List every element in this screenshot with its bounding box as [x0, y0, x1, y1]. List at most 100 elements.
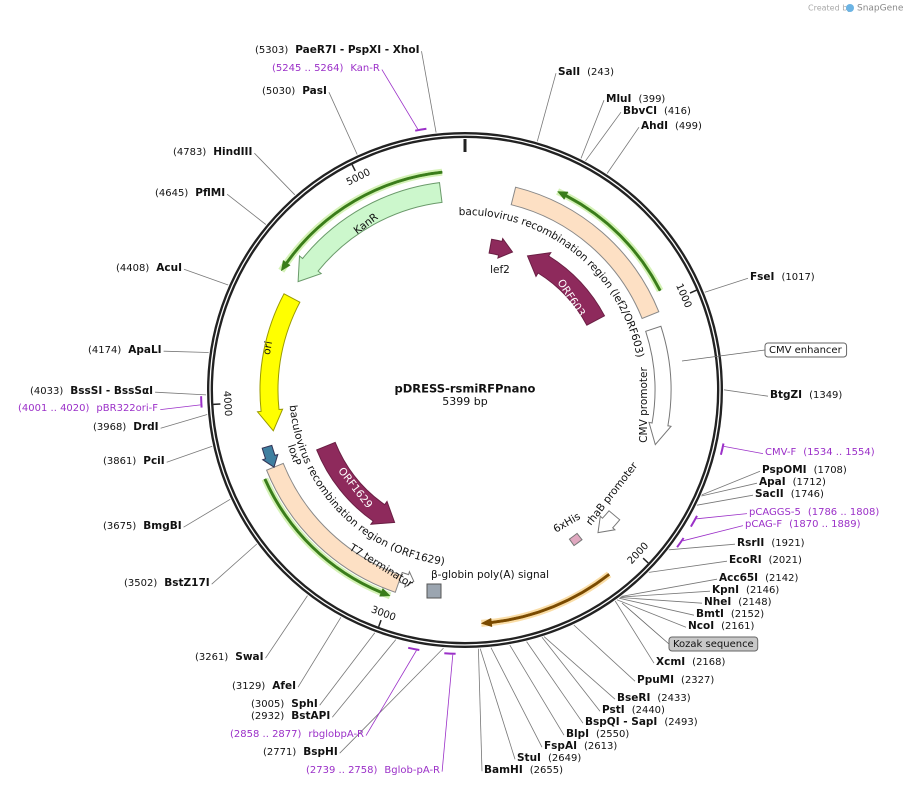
site-label: MluI (399) — [606, 93, 665, 105]
name: SwaI — [235, 651, 263, 663]
name: XcmI — [656, 656, 685, 668]
position: (1349) — [809, 390, 842, 401]
site-label: (3129) AfeI — [232, 680, 296, 692]
site-line — [226, 193, 267, 225]
name: StuI — [517, 752, 541, 764]
primer-mark — [690, 515, 698, 528]
callout-label: Kozak sequence — [673, 639, 754, 650]
primer-line — [381, 69, 419, 130]
site-line — [614, 600, 655, 664]
name: SalI — [558, 66, 580, 78]
position: (4174) — [88, 345, 121, 356]
position: (2655) — [530, 765, 563, 776]
site-label: NheI (2148) — [704, 596, 772, 608]
name: BmtI — [696, 608, 724, 620]
site-line — [620, 590, 711, 598]
position: (1870 .. 1889) — [789, 519, 861, 530]
feature-arrow — [557, 191, 662, 292]
position: (2739 .. 2758) — [306, 765, 378, 776]
feature-label: β-globin poly(A) signal — [431, 569, 549, 581]
site-line — [580, 100, 605, 159]
name: NcoI — [688, 620, 714, 632]
primer-line — [365, 650, 417, 736]
primer-mark — [200, 396, 203, 408]
site-line — [585, 111, 622, 162]
site-label: ApaI (1712) — [759, 476, 826, 488]
feature-label: 6xHis — [551, 511, 582, 536]
name: AhdI — [641, 120, 668, 132]
site-line — [183, 268, 229, 286]
map-name: pDRESS-rsmiRFPnano — [395, 382, 536, 396]
site-label: PpuMI (2327) — [637, 674, 714, 686]
position: (2932) — [251, 711, 284, 722]
site-line — [297, 617, 342, 688]
site-label: (3861) PciI — [103, 455, 165, 467]
position: (416) — [664, 106, 691, 117]
logo — [846, 4, 854, 12]
bac-region-arrow — [265, 462, 402, 593]
site-line — [701, 482, 758, 497]
name: KpnI — [712, 584, 739, 596]
position: (3675) — [103, 521, 136, 532]
primer-mark — [719, 443, 725, 456]
name: rbglobpA-R — [308, 729, 364, 740]
ring-tick — [351, 164, 356, 172]
primer-mark — [415, 127, 427, 132]
name: pBR322ori-F — [96, 403, 158, 414]
ori-arrow — [256, 293, 301, 432]
name: BamHI — [484, 764, 523, 776]
primer-line — [723, 446, 764, 454]
name: BspHI — [303, 746, 337, 758]
name: FspAI — [544, 740, 577, 752]
primer-mark — [407, 646, 420, 651]
name: MluI — [606, 93, 631, 105]
glow — [481, 571, 612, 627]
name: RsrII — [737, 537, 764, 549]
site-line — [421, 51, 437, 133]
site-line — [478, 648, 483, 772]
site-label: StuI (2649) — [517, 752, 581, 764]
site-line — [183, 498, 231, 528]
site-label: SalI (243) — [558, 66, 614, 78]
site-label: (4174) ApaLI — [88, 344, 162, 356]
his-tag — [568, 532, 583, 547]
site-line — [339, 647, 444, 754]
position: (2858 .. 2877) — [230, 729, 302, 740]
bac-region-arrow — [510, 186, 660, 320]
site-line — [160, 414, 208, 429]
site-label: RsrII (1921) — [737, 537, 805, 549]
position: (3129) — [232, 681, 265, 692]
position: (243) — [587, 67, 614, 78]
site-line — [543, 636, 616, 700]
ring-tick — [642, 557, 649, 564]
polya-signal — [426, 583, 442, 599]
site-line — [526, 641, 584, 724]
name: pCAGGS-5 — [749, 507, 801, 518]
site-line — [704, 277, 749, 293]
site-label: (3502) BstZ17I — [124, 577, 210, 589]
site-label: PspOMI (1708) — [762, 464, 847, 476]
name: FseI — [750, 271, 774, 283]
site-line — [155, 391, 207, 396]
name: DrdI — [133, 421, 158, 433]
name: SphI — [291, 698, 317, 710]
name: PflMI — [195, 187, 225, 199]
name: BspQI - SapI — [585, 716, 657, 728]
position: (4001 .. 4020) — [18, 403, 90, 414]
site-label: (4645) PflMI — [155, 187, 225, 199]
site-line — [616, 599, 687, 628]
position: (2440) — [632, 705, 665, 716]
position: (2771) — [263, 747, 296, 758]
kanr-arrow — [297, 182, 443, 283]
orf1629-arrow — [316, 441, 396, 525]
primer-label: pCAGGS-5 (1786 .. 1808) — [749, 507, 879, 518]
position: (2550) — [596, 729, 629, 740]
position: (4783) — [173, 147, 206, 158]
ring-tick-label: 4000 — [221, 391, 233, 417]
position: (1712) — [793, 477, 826, 488]
site-label: KpnI (2146) — [712, 584, 779, 596]
lef2-arrow — [488, 237, 514, 259]
site-label: BseRI (2433) — [617, 692, 691, 704]
name: NheI — [704, 596, 731, 608]
site-label: (2771) BspHI — [263, 746, 338, 758]
